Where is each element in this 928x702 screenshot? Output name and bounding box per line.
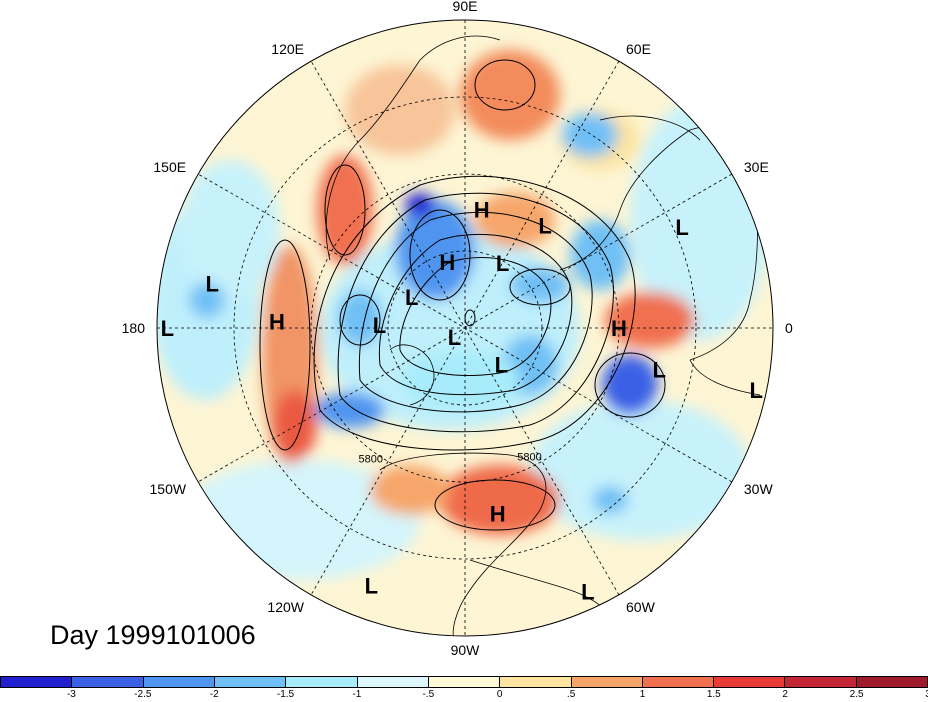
low-center-1: L — [538, 214, 551, 239]
lon-label-0: 90E — [453, 0, 478, 14]
lon-label-8: 150W — [150, 481, 187, 497]
low-center-13: L — [448, 325, 461, 350]
colorbar-tick-7: .5 — [566, 689, 576, 700]
contour-labels: 5800 5800 — [359, 451, 542, 465]
colorbar-tick-6: 0 — [496, 689, 503, 700]
low-center-11: L — [652, 357, 665, 382]
low-center-17: L — [581, 580, 594, 605]
contour-label-1: 5800 — [517, 451, 541, 463]
polar-map: 90E 60E 30E 0 30W 60W 90W 120W 150W 180 150E 120E H… — [122, 0, 793, 658]
colorbar-swatch-6 — [428, 677, 501, 687]
colorbar-tick-1: -2.5 — [134, 689, 152, 700]
colorbar-tick-8: 1 — [639, 689, 646, 700]
colorbar-swatch-0 — [1, 677, 73, 687]
colorbar-tick-0: -3 — [66, 689, 76, 700]
colorbar-swatch-7 — [500, 677, 572, 687]
lon-label-3: 0 — [785, 320, 793, 336]
contour-label-0: 5800 — [359, 454, 383, 466]
lon-label-7: 120W — [267, 599, 304, 615]
colorbar-tick-4: -1 — [352, 689, 362, 700]
colorbar-tick-3: -1.5 — [276, 689, 295, 700]
lon-label-4: 30W — [744, 481, 774, 497]
colorbar-swatch-4 — [286, 677, 358, 687]
low-center-2: L — [675, 215, 688, 240]
colorbar-swatch-2 — [143, 677, 215, 687]
lon-label-6: 90W — [451, 642, 481, 658]
colorbar-swatch-12 — [856, 677, 928, 687]
colorbar-tick-12: 3 — [925, 689, 928, 700]
longitude-labels: 90E 60E 30E 0 30W 60W 90W 120W 150W 180 150E 120E — [122, 0, 793, 658]
low-center-16: L — [365, 573, 378, 598]
lon-label-2: 30E — [744, 159, 769, 175]
lon-label-1: 60E — [626, 41, 651, 57]
high-center-0: H — [474, 197, 490, 222]
colorbar-swatch-5 — [357, 677, 429, 687]
lon-label-10: 150E — [153, 159, 186, 175]
high-center-15: H — [490, 501, 506, 526]
low-center-5: L — [496, 251, 509, 276]
colorbar-swatch-8 — [571, 677, 643, 687]
colorbar-swatch-11 — [785, 677, 857, 687]
lon-label-5: 60W — [626, 599, 656, 615]
high-center-3: H — [439, 250, 455, 275]
colorbar-swatch-10 — [714, 677, 786, 687]
colorbar-swatch-3 — [214, 677, 287, 687]
low-center-4: L — [405, 285, 418, 310]
colorbar-swatch-1 — [72, 677, 144, 687]
colorbar — [0, 676, 928, 688]
low-center-14: L — [495, 352, 508, 377]
colorbar-swatch-9 — [642, 677, 715, 687]
colorbar-tick-5: -.5 — [422, 689, 435, 700]
lon-label-9: 180 — [122, 320, 146, 336]
colorbar-tick-2: -2 — [209, 689, 219, 700]
colorbar-tick-9: 1.5 — [706, 689, 721, 700]
lon-label-11: 120E — [271, 41, 304, 57]
high-center-10: H — [611, 316, 627, 341]
map-border — [156, 19, 774, 637]
low-center-6: L — [205, 271, 218, 296]
colorbar-tick-10: 2 — [782, 689, 788, 700]
graticule — [157, 20, 773, 636]
low-center-8: L — [373, 313, 386, 338]
colorbar-ticks: -3 -2.5 -2 -1.5 -1 -.5 0 .5 1 1.5 2 2.5 3 — [0, 689, 928, 702]
low-center-9: L — [161, 316, 174, 341]
date-label: Day 1999101006 — [50, 620, 256, 650]
colorbar-tick-11: 2.5 — [849, 689, 864, 700]
high-center-7: H — [269, 309, 285, 334]
low-center-12: L — [749, 378, 762, 403]
